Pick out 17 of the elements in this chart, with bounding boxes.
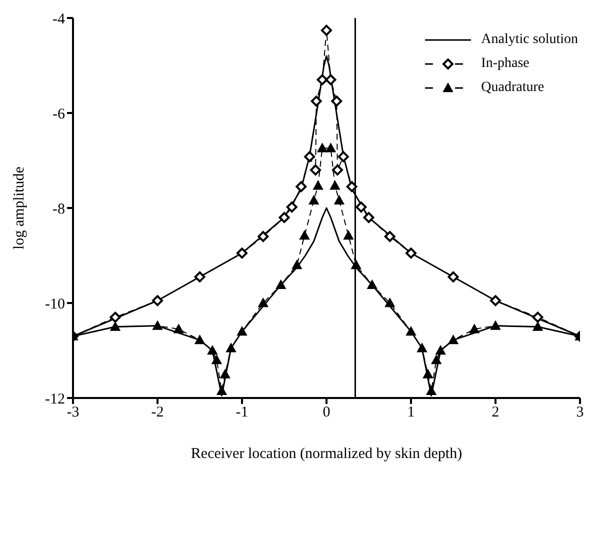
y-tick-label: -4 — [52, 11, 66, 28]
x-tick-label: -1 — [236, 404, 248, 421]
legend-label: Analytic solution — [481, 32, 578, 48]
x-tick-label: -2 — [151, 404, 164, 421]
y-tick-label: -12 — [45, 391, 65, 408]
x-tick-label: 1 — [407, 404, 415, 421]
y-tick-label: -6 — [52, 106, 66, 122]
x-tick-label: 0 — [322, 404, 330, 421]
x-axis-title: Receiver location (normalized by skin depth) — [190, 446, 462, 462]
x-tick-label: 3 — [576, 404, 584, 421]
y-tick-label: -8 — [52, 201, 65, 218]
y-tick-label: -10 — [45, 296, 65, 312]
x-tick-label: -3 — [66, 404, 80, 421]
x-tick-label: 2 — [492, 404, 500, 421]
legend-label: Quadrature — [481, 80, 544, 96]
y-axis-title: log amplitude — [11, 166, 28, 250]
legend-label: In-phase — [481, 56, 530, 72]
